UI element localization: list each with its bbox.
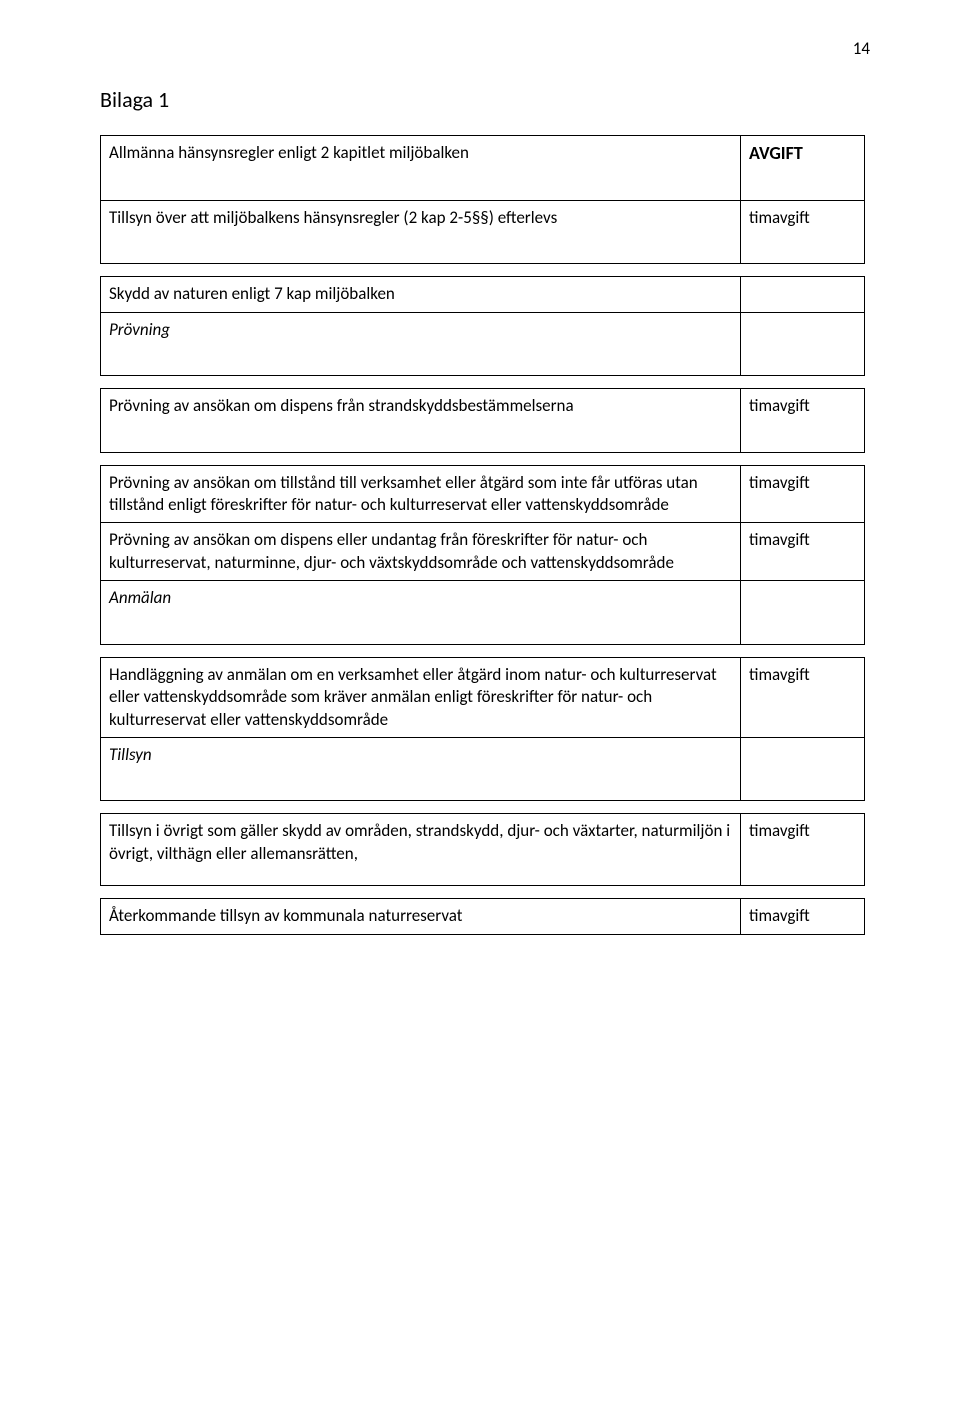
text: Prövning av ansökan om dispens eller und…: [109, 529, 674, 572]
table-4: Prövning av ansökan om tillstånd till ve…: [100, 465, 865, 645]
cell: [741, 312, 865, 375]
cell: Skydd av naturen enligt 7 kap miljöbalke…: [101, 277, 741, 312]
cell: Prövning av ansökan om dispens eller und…: [101, 523, 741, 581]
cell: Tillsyn: [101, 738, 741, 801]
table-5: Handläggning av anmälan om en verksamhet…: [100, 657, 865, 802]
text: Tillsyn: [109, 744, 152, 765]
cell: Allmänna hänsynsregler enligt 2 kapitlet…: [101, 136, 741, 201]
text: timavgift: [749, 395, 810, 416]
text: AVGIFT: [749, 142, 803, 164]
text: timavgift: [749, 820, 810, 841]
cell: AVGIFT: [741, 136, 865, 201]
text: Prövning: [109, 319, 170, 340]
text: timavgift: [749, 207, 810, 228]
cell: [741, 277, 865, 312]
table-7: Återkommande tillsyn av kommunala naturr…: [100, 898, 865, 934]
cell: timavgift: [741, 465, 865, 523]
cell: [741, 738, 865, 801]
table-2: Skydd av naturen enligt 7 kap miljöbalke…: [100, 276, 865, 376]
cell: [741, 581, 865, 644]
text: Allmänna hänsynsregler enligt 2 kapitlet…: [109, 142, 469, 163]
text: timavgift: [749, 529, 810, 550]
text: timavgift: [749, 905, 810, 926]
text: Anmälan: [109, 587, 171, 608]
table-3: Prövning av ansökan om dispens från stra…: [100, 388, 865, 452]
cell: timavgift: [741, 899, 865, 934]
cell: Prövning av ansökan om tillstånd till ve…: [101, 465, 741, 523]
table-6: Tillsyn i övrigt som gäller skydd av omr…: [100, 813, 865, 886]
text: Prövning av ansökan om tillstånd till ve…: [109, 472, 698, 515]
text: Återkommande tillsyn av kommunala naturr…: [109, 905, 462, 926]
cell: Handläggning av anmälan om en verksamhet…: [101, 657, 741, 737]
cell: timavgift: [741, 200, 865, 263]
cell: Prövning av ansökan om dispens från stra…: [101, 389, 741, 452]
page-number: 14: [853, 38, 870, 59]
cell: Återkommande tillsyn av kommunala naturr…: [101, 899, 741, 934]
cell: Tillsyn över att miljöbalkens hänsynsreg…: [101, 200, 741, 263]
cell: timavgift: [741, 814, 865, 886]
cell: Anmälan: [101, 581, 741, 644]
cell: timavgift: [741, 389, 865, 452]
text: timavgift: [749, 472, 810, 493]
text: Prövning av ansökan om dispens från stra…: [109, 395, 574, 416]
text: Tillsyn över att miljöbalkens hänsynsreg…: [109, 207, 557, 228]
text: Skydd av naturen enligt 7 kap miljöbalke…: [109, 283, 395, 304]
cell: Tillsyn i övrigt som gäller skydd av omr…: [101, 814, 741, 886]
page: 14 Bilaga 1 Allmänna hänsynsregler enlig…: [0, 0, 960, 1425]
cell: timavgift: [741, 657, 865, 737]
cell: timavgift: [741, 523, 865, 581]
text: Tillsyn i övrigt som gäller skydd av omr…: [109, 820, 730, 863]
text: Handläggning av anmälan om en verksamhet…: [109, 664, 717, 730]
text: timavgift: [749, 664, 810, 685]
bilaga-title: Bilaga 1: [100, 86, 865, 113]
cell: Prövning: [101, 312, 741, 375]
table-1: Allmänna hänsynsregler enligt 2 kapitlet…: [100, 135, 865, 264]
